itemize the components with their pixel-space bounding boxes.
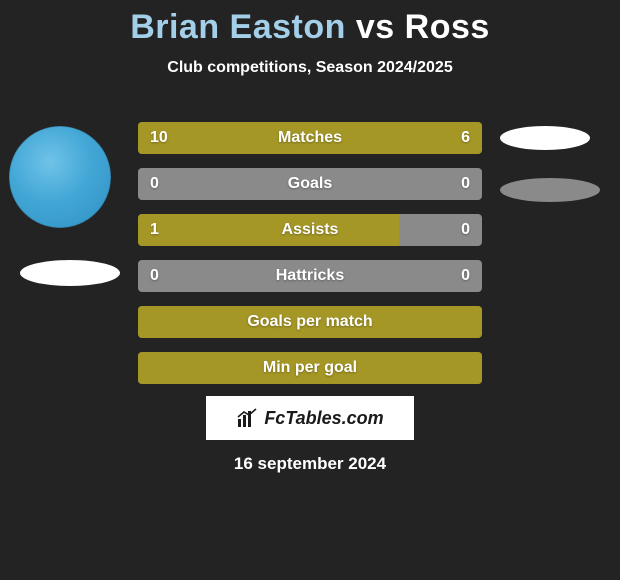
- subtitle: Club competitions, Season 2024/2025: [0, 59, 620, 77]
- player2-flag-2: [500, 178, 600, 202]
- stat-row: Min per goal: [138, 352, 482, 384]
- player1-flag: [20, 260, 120, 286]
- stats-bars: 106Matches 00Goals 10Assists 00Hattricks Goa…: [138, 122, 482, 398]
- stat-row: 00Hattricks: [138, 260, 482, 292]
- title-vs: vs: [356, 8, 395, 46]
- stat-label: Matches: [138, 122, 482, 154]
- stat-row: Goals per match: [138, 306, 482, 338]
- stat-row: 10Assists: [138, 214, 482, 246]
- stat-row: 106Matches: [138, 122, 482, 154]
- title-player1: Brian Easton: [130, 8, 346, 46]
- stat-label: Goals per match: [138, 306, 482, 338]
- page-title: Brian Easton vs Ross: [0, 0, 620, 47]
- footer-date: 16 september 2024: [0, 454, 620, 474]
- stat-label: Goals: [138, 168, 482, 200]
- stat-label: Hattricks: [138, 260, 482, 292]
- player2-flag-1: [500, 126, 590, 150]
- stat-row: 00Goals: [138, 168, 482, 200]
- brand-badge: FcTables.com: [206, 396, 414, 440]
- title-player2: Ross: [405, 8, 490, 46]
- stat-label: Assists: [138, 214, 482, 246]
- player1-avatar-image: [9, 126, 111, 228]
- stat-label: Min per goal: [138, 352, 482, 384]
- brand-logo-icon: [236, 407, 258, 429]
- player1-avatar: [9, 126, 111, 228]
- brand-text: FcTables.com: [264, 408, 383, 429]
